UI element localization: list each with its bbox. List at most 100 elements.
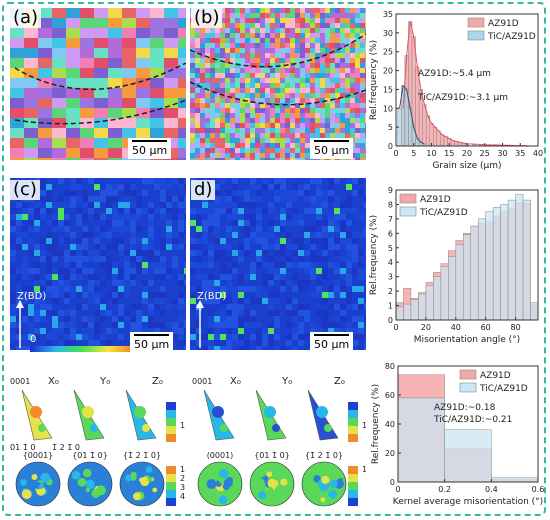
grain (315, 158, 322, 160)
grain (210, 108, 216, 113)
kam-pixel (322, 202, 328, 208)
kam-pixel (196, 322, 202, 328)
kam-pixel (46, 178, 52, 184)
grain (335, 8, 341, 13)
kam-pixel (94, 310, 100, 316)
grain (230, 128, 237, 133)
grain (220, 23, 227, 28)
kam-pixel (226, 232, 232, 238)
kam-pixel (286, 220, 292, 226)
grain (220, 88, 226, 95)
kam-pixel (28, 274, 34, 280)
kam-pixel (100, 298, 106, 304)
kam-pixel (208, 322, 214, 328)
bar-tic-az91d (463, 234, 471, 321)
grain (260, 23, 267, 30)
grain (245, 118, 252, 123)
kam-pixel (154, 268, 160, 274)
kam-pixel (208, 274, 214, 280)
kam-pixel (274, 334, 280, 340)
grain (240, 33, 245, 40)
grain (275, 113, 281, 119)
kam-pixel (154, 208, 160, 214)
kam-pixel (118, 298, 124, 304)
kam-pixel (256, 286, 262, 292)
kam-pixel (106, 220, 112, 226)
kam-pixel (136, 244, 142, 250)
grain (345, 103, 352, 108)
kam-pixel (244, 304, 250, 310)
kam-pixel (268, 322, 274, 328)
kam-pixel (214, 346, 220, 350)
grain (310, 88, 315, 94)
kam-pixel (232, 310, 238, 316)
kam-pixel (124, 208, 130, 214)
kam-pixel (202, 268, 208, 274)
kam-pixel (100, 238, 106, 244)
grain (210, 158, 216, 160)
axis-label-d: Z(BD) (197, 291, 227, 302)
grain (38, 88, 55, 98)
kam-pixel (154, 316, 160, 322)
kam-pixel (364, 214, 366, 220)
kam-pixel (64, 274, 70, 280)
grain (345, 118, 351, 124)
grain (265, 133, 272, 140)
kam-pixel (82, 250, 88, 256)
bar-tic-az91d (395, 306, 404, 321)
ipf-triangle (73, 389, 105, 441)
grain (205, 68, 212, 75)
kam-pixel (52, 184, 58, 190)
kam-pixel (46, 250, 52, 256)
grain (178, 158, 186, 160)
kam-pixel (262, 262, 268, 268)
kam-pixel (352, 232, 358, 238)
grain (94, 58, 108, 68)
grain (360, 98, 365, 104)
grain (340, 38, 345, 45)
kam-pixel (190, 286, 196, 292)
kam-pixel (250, 340, 256, 346)
kam-pixel (304, 292, 310, 298)
kam-pixel (232, 190, 238, 196)
kam-pixel (292, 322, 298, 328)
kam-pixel (124, 232, 130, 238)
kam-pixel (22, 340, 28, 346)
kam-pixel (106, 202, 112, 208)
kam-pixel (358, 346, 364, 350)
grain (190, 58, 197, 63)
grain (275, 103, 280, 108)
kam-pixel (346, 262, 352, 268)
kam-pixel (322, 322, 328, 328)
kam-pixel (52, 208, 58, 214)
kam-pixel (262, 322, 268, 328)
kam-pixel (184, 178, 186, 184)
kam-pixel (76, 178, 82, 184)
kam-pixel (262, 310, 268, 316)
kam-pixel (292, 316, 298, 322)
axis-label-c: Z(BD) (17, 291, 47, 302)
kam-pixel (52, 280, 58, 286)
kam-pixel (34, 250, 40, 256)
kam-pixel (184, 226, 186, 232)
grain (205, 73, 210, 80)
kam-pixel (10, 298, 16, 304)
kam-pixel (94, 262, 100, 268)
grain (345, 13, 352, 20)
kam-pixel (112, 250, 118, 256)
kam-pixel (58, 274, 64, 280)
kam-pixel (364, 298, 366, 304)
kam-pixel (256, 322, 262, 328)
kam-pixel (304, 184, 310, 190)
kam-pixel (274, 226, 280, 232)
kam-pixel (28, 208, 34, 214)
grain (215, 58, 222, 63)
kam-pixel (262, 280, 268, 286)
boundary-lines-b (190, 33, 366, 106)
kam-pixel (10, 208, 16, 214)
kam-pixel (244, 178, 250, 184)
grain (122, 48, 139, 58)
grain (325, 73, 330, 79)
kam-pixel (250, 238, 256, 244)
grain (295, 48, 300, 55)
